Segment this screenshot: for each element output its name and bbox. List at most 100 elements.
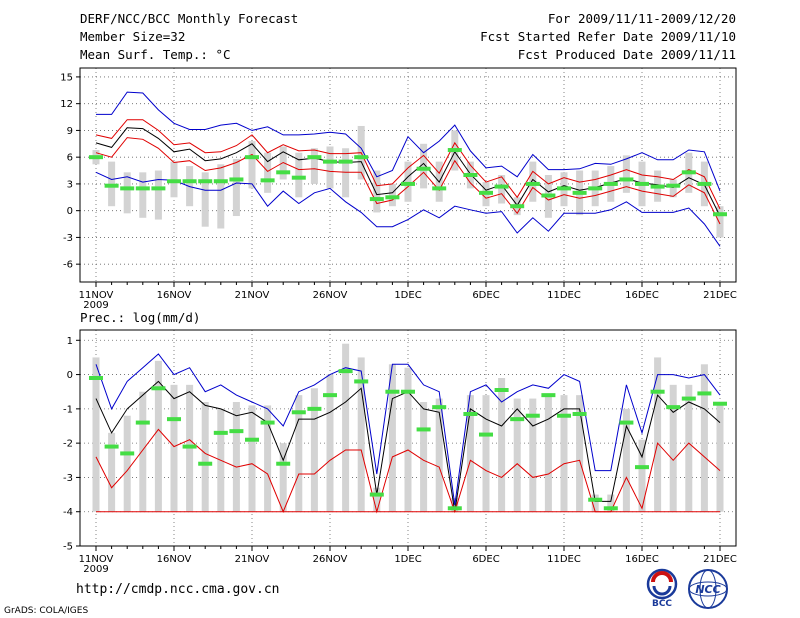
median-marker xyxy=(510,204,525,209)
grads-credit: GrADS: COLA/IGES xyxy=(4,606,89,616)
series-mean_lo-line xyxy=(95,428,721,514)
x-tick-label: 11NOV xyxy=(79,290,114,301)
x-tick-label: 11DEC xyxy=(547,290,581,301)
ncc-logo-text: NCC xyxy=(695,583,720,596)
ensemble-range-box xyxy=(357,357,365,512)
ensemble-range-box xyxy=(123,172,131,214)
x-tick-year-label: 2009 xyxy=(83,564,108,575)
median-marker xyxy=(385,195,400,200)
ensemble-range-box xyxy=(326,146,334,189)
median-marker xyxy=(525,413,540,418)
ensemble-range-box xyxy=(388,183,396,207)
median-marker xyxy=(167,417,181,422)
chart-title: DERF/NCC/BCC Monthly Forecast xyxy=(80,11,299,26)
ensemble-range-box xyxy=(685,384,693,512)
median-marker xyxy=(182,179,197,184)
forecast-period: For 2009/11/11-2009/12/20 xyxy=(547,11,736,26)
y-tick-label: 0 xyxy=(67,206,73,217)
series-max-line xyxy=(95,353,721,505)
ensemble-range-box xyxy=(420,402,428,512)
y-tick-label: 1 xyxy=(67,336,73,347)
median-marker xyxy=(510,417,525,422)
fcst-started-date: Fcst Started Refer Date 2009/11/10 xyxy=(480,29,736,44)
bcc-logo-text: BCC xyxy=(652,599,672,608)
ensemble-range-box xyxy=(248,141,256,189)
median-marker xyxy=(681,170,696,175)
x-tick-label: 21DEC xyxy=(703,290,737,301)
x-tick-label: 1DEC xyxy=(394,554,421,565)
x-tick-label: 16DEC xyxy=(625,554,659,565)
ensemble-range-box xyxy=(123,415,131,512)
median-marker xyxy=(104,444,119,449)
median-marker xyxy=(89,155,103,160)
series-mean_lo-line xyxy=(95,137,721,225)
fcst-produced-date: Fcst Produced Date 2009/11/11 xyxy=(517,47,736,62)
median-marker xyxy=(681,396,696,401)
median-marker xyxy=(697,391,712,396)
median-marker xyxy=(525,181,540,186)
median-marker xyxy=(557,186,571,191)
x-tick-label: 11NOV xyxy=(79,554,114,565)
ensemble-range-box xyxy=(139,172,147,218)
x-tick-label: 16NOV xyxy=(157,554,192,565)
ensemble-range-box xyxy=(310,148,318,184)
ensemble-range-box xyxy=(388,364,396,512)
median-marker xyxy=(338,159,353,164)
ensemble-range-box xyxy=(622,408,630,512)
median-marker xyxy=(260,178,275,183)
ensemble-range-box xyxy=(217,164,225,229)
median-marker xyxy=(572,412,587,416)
median-marker xyxy=(619,420,634,425)
ensemble-range-box xyxy=(295,395,303,512)
ensemble-range-box xyxy=(108,432,116,512)
ensemble-range-box xyxy=(638,439,646,512)
y-tick-label: 0 xyxy=(67,370,73,381)
y-tick-label: -5 xyxy=(63,542,73,553)
median-marker xyxy=(635,465,649,470)
ensemble-range-box xyxy=(295,152,303,198)
median-marker xyxy=(307,155,322,160)
ensemble-range-box xyxy=(466,395,474,512)
x-tick-label: 26NOV xyxy=(313,290,348,301)
ensemble-range-box xyxy=(373,487,381,512)
median-marker xyxy=(557,413,571,418)
median-marker xyxy=(307,406,322,411)
median-marker xyxy=(198,179,213,184)
median-marker xyxy=(245,437,259,442)
median-marker xyxy=(650,184,665,189)
temp-panel-title: Mean Surf. Temp.: °C xyxy=(80,47,231,62)
bcc-logo: BCC xyxy=(646,568,678,608)
x-tick-label: 21NOV xyxy=(235,290,270,301)
median-marker xyxy=(432,186,447,191)
median-marker xyxy=(713,401,727,406)
median-marker xyxy=(479,190,493,195)
median-marker xyxy=(338,369,353,374)
ensemble-range-box xyxy=(576,395,584,512)
median-marker xyxy=(635,181,649,186)
x-tick-label: 1DEC xyxy=(394,290,421,301)
median-marker xyxy=(354,155,369,160)
median-marker xyxy=(120,186,135,191)
ensemble-range-box xyxy=(669,384,677,512)
median-marker xyxy=(323,393,337,398)
x-tick-label: 6DEC xyxy=(472,554,499,565)
ensemble-range-box xyxy=(154,170,162,220)
series-min-line xyxy=(95,171,721,247)
median-marker xyxy=(666,183,681,188)
ensemble-range-box xyxy=(435,398,443,512)
x-tick-year-label: 2009 xyxy=(83,300,108,311)
median-marker xyxy=(245,155,259,160)
median-marker xyxy=(541,393,556,398)
ensemble-range-box xyxy=(154,360,162,512)
ncc-logo: NCC xyxy=(688,569,728,609)
median-marker xyxy=(494,184,509,189)
ensemble-range-box xyxy=(201,402,209,512)
median-marker xyxy=(151,386,166,391)
ensemble-range-box xyxy=(139,391,147,512)
median-marker xyxy=(603,181,618,186)
ensemble-range-box xyxy=(170,384,178,512)
ensemble-range-box xyxy=(544,395,552,512)
ensemble-range-box xyxy=(700,364,708,512)
median-marker xyxy=(323,159,337,164)
